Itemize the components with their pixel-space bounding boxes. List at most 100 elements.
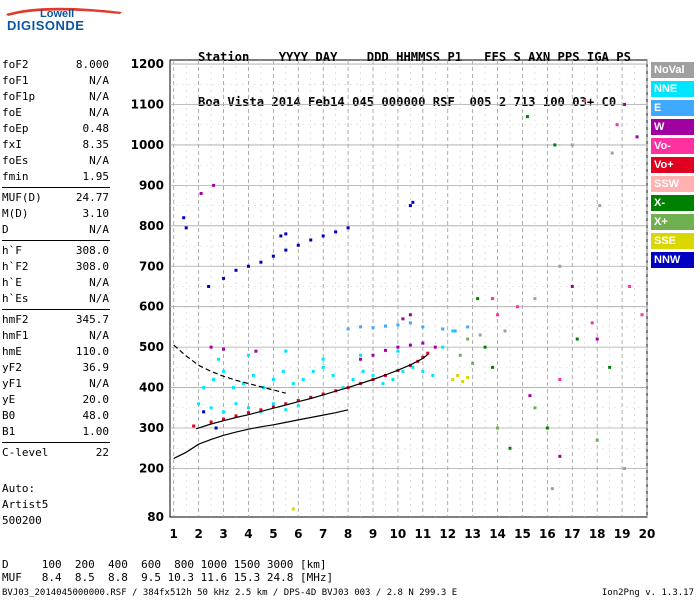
data-point-x bbox=[471, 361, 475, 365]
param-label: M(D) bbox=[2, 207, 29, 220]
data-point-w bbox=[408, 343, 412, 347]
data-point-vo bbox=[209, 420, 213, 424]
data-point-nnw bbox=[334, 230, 338, 234]
param-value: N/A bbox=[89, 377, 109, 390]
data-point-w bbox=[383, 348, 387, 352]
x-tick-label: 4 bbox=[244, 527, 252, 541]
auto-label: Auto: bbox=[2, 482, 36, 495]
trace-curve bbox=[196, 353, 429, 430]
x-tick-label: 20 bbox=[639, 527, 656, 541]
footer-file-info: BVJ03_2014045000000.RSF / 384fx512h 50 k… bbox=[2, 588, 458, 598]
data-point-nne bbox=[202, 386, 206, 390]
muf-row: MUF 8.4 8.5 8.8 9.5 10.3 11.6 15.3 24.8 … bbox=[2, 571, 334, 584]
data-point-x bbox=[458, 353, 462, 357]
param-value: 22 bbox=[95, 446, 109, 459]
y-tick-label: 300 bbox=[139, 421, 164, 435]
data-point-nne bbox=[411, 365, 415, 369]
data-point-x bbox=[491, 365, 495, 369]
data-point-vo bbox=[515, 305, 519, 309]
param-value: N/A bbox=[89, 106, 109, 119]
param-value: 48.0 bbox=[82, 409, 110, 422]
x-tick-label: 11 bbox=[414, 527, 431, 541]
data-point-nne bbox=[451, 329, 455, 333]
data-point-nne bbox=[391, 377, 395, 381]
data-point-vo bbox=[640, 313, 644, 317]
data-point-sse bbox=[456, 373, 460, 377]
data-point-vo bbox=[222, 417, 226, 421]
data-point-nne bbox=[359, 353, 363, 357]
param-value: 1.95 bbox=[82, 170, 110, 183]
data-point-w bbox=[199, 191, 203, 195]
y-tick-label: 800 bbox=[139, 219, 164, 233]
data-point-vo bbox=[234, 414, 238, 418]
y-tick-label: 1100 bbox=[131, 97, 164, 111]
data-point-nnw bbox=[202, 410, 206, 414]
data-point-nne bbox=[281, 369, 285, 373]
data-point-nne bbox=[222, 369, 226, 373]
param-label: yF2 bbox=[2, 361, 22, 374]
logo-swoosh bbox=[6, 7, 122, 16]
data-point-w bbox=[595, 337, 599, 341]
data-point-w bbox=[222, 347, 226, 351]
param-label: yE bbox=[2, 393, 16, 406]
param-label: hmF1 bbox=[2, 329, 29, 342]
data-point-nne bbox=[284, 408, 288, 412]
data-point-nnw bbox=[184, 226, 188, 230]
param-row: foF1 N/A bbox=[2, 74, 109, 88]
data-point-w bbox=[371, 353, 375, 357]
data-point-nnw bbox=[246, 264, 250, 268]
x-tick-label: 13 bbox=[464, 527, 481, 541]
data-point-vo bbox=[321, 392, 325, 396]
param-separator bbox=[2, 240, 110, 241]
param-value: 3.10 bbox=[82, 207, 110, 220]
data-point-nne bbox=[212, 377, 216, 381]
param-label: foE bbox=[2, 106, 22, 119]
x-tick-label: 18 bbox=[589, 527, 606, 541]
data-point-nne bbox=[341, 386, 345, 390]
x-tick-label: 6 bbox=[294, 527, 302, 541]
data-point-nne bbox=[291, 382, 295, 386]
digisonde-logo bbox=[2, 6, 130, 36]
data-point-vo bbox=[558, 377, 562, 381]
data-point-nnw bbox=[309, 238, 313, 242]
data-point-sse bbox=[461, 380, 465, 384]
param-row: foE N/A bbox=[2, 106, 109, 120]
data-point-nne bbox=[284, 349, 288, 353]
data-point-vo bbox=[421, 355, 425, 359]
y-tick-label: 1000 bbox=[131, 138, 164, 152]
param-row: yF1 N/A bbox=[2, 377, 109, 391]
data-point-nne bbox=[431, 373, 435, 377]
param-label: foF1p bbox=[2, 90, 36, 103]
y-tick-label: 900 bbox=[139, 178, 164, 192]
data-point-sse bbox=[466, 375, 470, 379]
data-point-w bbox=[528, 394, 532, 398]
data-point-noval bbox=[598, 204, 602, 208]
data-point-nnw bbox=[222, 276, 226, 280]
data-point-noval bbox=[558, 264, 562, 268]
data-point-nne bbox=[441, 345, 445, 349]
param-row: foEp 0.48 bbox=[2, 122, 109, 136]
data-point-x bbox=[575, 337, 579, 341]
param-row: hmE 110.0 bbox=[2, 345, 109, 359]
data-point-x bbox=[476, 297, 480, 301]
data-point-nne bbox=[396, 349, 400, 353]
data-point-w bbox=[421, 341, 425, 345]
data-point-nne bbox=[217, 357, 221, 361]
x-tick-label: 10 bbox=[390, 527, 407, 541]
data-point-w bbox=[209, 345, 213, 349]
data-point-vo bbox=[284, 402, 288, 406]
data-point-nne bbox=[296, 404, 300, 408]
data-point-vo bbox=[615, 123, 619, 127]
data-point-nne bbox=[321, 365, 325, 369]
param-value: 24.77 bbox=[75, 191, 109, 204]
data-point-nne bbox=[197, 402, 201, 406]
param-label: foF1 bbox=[2, 74, 29, 87]
y-tick-label: 400 bbox=[139, 381, 164, 395]
y-tick-label: 700 bbox=[139, 259, 164, 273]
data-point-e bbox=[346, 327, 350, 331]
param-value: 20.0 bbox=[82, 393, 110, 406]
data-point-e bbox=[371, 326, 375, 330]
param-label: fmin bbox=[2, 170, 29, 183]
param-row: hmF2 345.7 bbox=[2, 313, 109, 327]
param-row: yE 20.0 bbox=[2, 393, 109, 407]
